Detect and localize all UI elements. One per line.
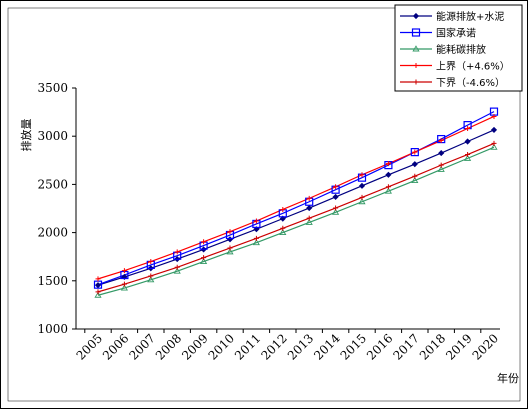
data-point	[465, 125, 471, 131]
legend-marker	[413, 63, 419, 68]
y-tick-label: 2500	[37, 177, 68, 191]
data-point	[147, 276, 155, 283]
legend-marker	[412, 45, 420, 52]
data-point	[491, 113, 497, 119]
data-point	[201, 239, 207, 245]
plot-area	[75, 88, 500, 330]
data-point	[333, 184, 339, 190]
legend-label: 下界（-4.6%）	[436, 77, 505, 89]
data-point	[253, 235, 259, 241]
data-point	[490, 143, 498, 150]
series-line	[97, 111, 495, 286]
legend-marker	[413, 79, 419, 85]
legend-label: 国家承诺	[436, 27, 476, 40]
data-point	[95, 289, 101, 295]
data-point	[200, 257, 208, 264]
data-point	[252, 239, 260, 246]
series-line	[97, 146, 495, 296]
data-point	[121, 268, 127, 274]
data-point	[306, 215, 312, 221]
data-point	[333, 205, 339, 211]
y-axis-ticks: 1000 1500 2000 2500 3000 3500	[37, 81, 76, 336]
data-point	[490, 126, 498, 133]
data-point	[491, 140, 497, 146]
data-point	[173, 267, 181, 274]
data-point	[148, 273, 154, 279]
data-point	[280, 225, 286, 231]
y-tick-label: 1500	[37, 274, 68, 288]
data-point	[280, 206, 286, 212]
data-point	[253, 218, 259, 224]
data-point	[279, 228, 287, 236]
data-point	[120, 284, 128, 291]
y-tick-label: 2000	[37, 226, 68, 240]
data-point	[227, 229, 233, 235]
data-point	[384, 187, 392, 194]
y-axis-title: 排放量	[19, 119, 33, 152]
data-point	[359, 172, 365, 178]
data-point	[226, 248, 234, 255]
data-point	[438, 162, 444, 168]
data-point	[359, 194, 365, 200]
chart-area-border	[7, 7, 521, 402]
data-point	[306, 195, 312, 201]
data-point	[121, 281, 127, 287]
data-point	[201, 255, 207, 261]
data-point	[174, 249, 180, 255]
data-point	[385, 171, 392, 178]
data-point	[94, 291, 102, 298]
x-axis-title: 年份	[497, 371, 519, 385]
data-point	[385, 161, 391, 167]
data-point	[411, 176, 419, 183]
legend-label: 能耗碳排放	[436, 43, 486, 56]
y-tick-label: 3000	[37, 129, 68, 143]
data-point	[148, 259, 154, 265]
data-point	[412, 173, 418, 179]
data-point	[306, 204, 313, 212]
data-point	[385, 184, 391, 190]
data-point	[464, 154, 472, 161]
data-point	[332, 208, 340, 215]
series-lines	[97, 111, 495, 296]
legend-marker	[411, 28, 421, 37]
legend-marker	[412, 12, 420, 20]
data-point	[332, 193, 339, 200]
data-point	[412, 149, 418, 155]
y-tick-label: 1000	[37, 322, 68, 336]
data-point	[438, 150, 445, 157]
legend-label: 能源排放+水泥	[436, 10, 504, 23]
data-point	[411, 161, 418, 168]
series-line	[97, 142, 495, 293]
data-point	[438, 138, 444, 144]
data-point	[95, 276, 101, 282]
data-point	[227, 245, 233, 251]
data-point	[358, 182, 366, 189]
data-point	[410, 148, 419, 157]
data-point	[305, 218, 313, 225]
series-markers	[93, 107, 499, 298]
data-point	[464, 138, 471, 145]
series-line	[97, 129, 495, 286]
legend-box	[394, 4, 523, 92]
data-point	[174, 264, 180, 270]
series-line	[97, 115, 495, 280]
data-point	[358, 198, 366, 205]
legend-label: 上界（+4.6%）	[436, 61, 510, 73]
data-point	[437, 165, 445, 172]
data-point	[465, 152, 471, 158]
y-tick-label: 3500	[37, 81, 68, 95]
